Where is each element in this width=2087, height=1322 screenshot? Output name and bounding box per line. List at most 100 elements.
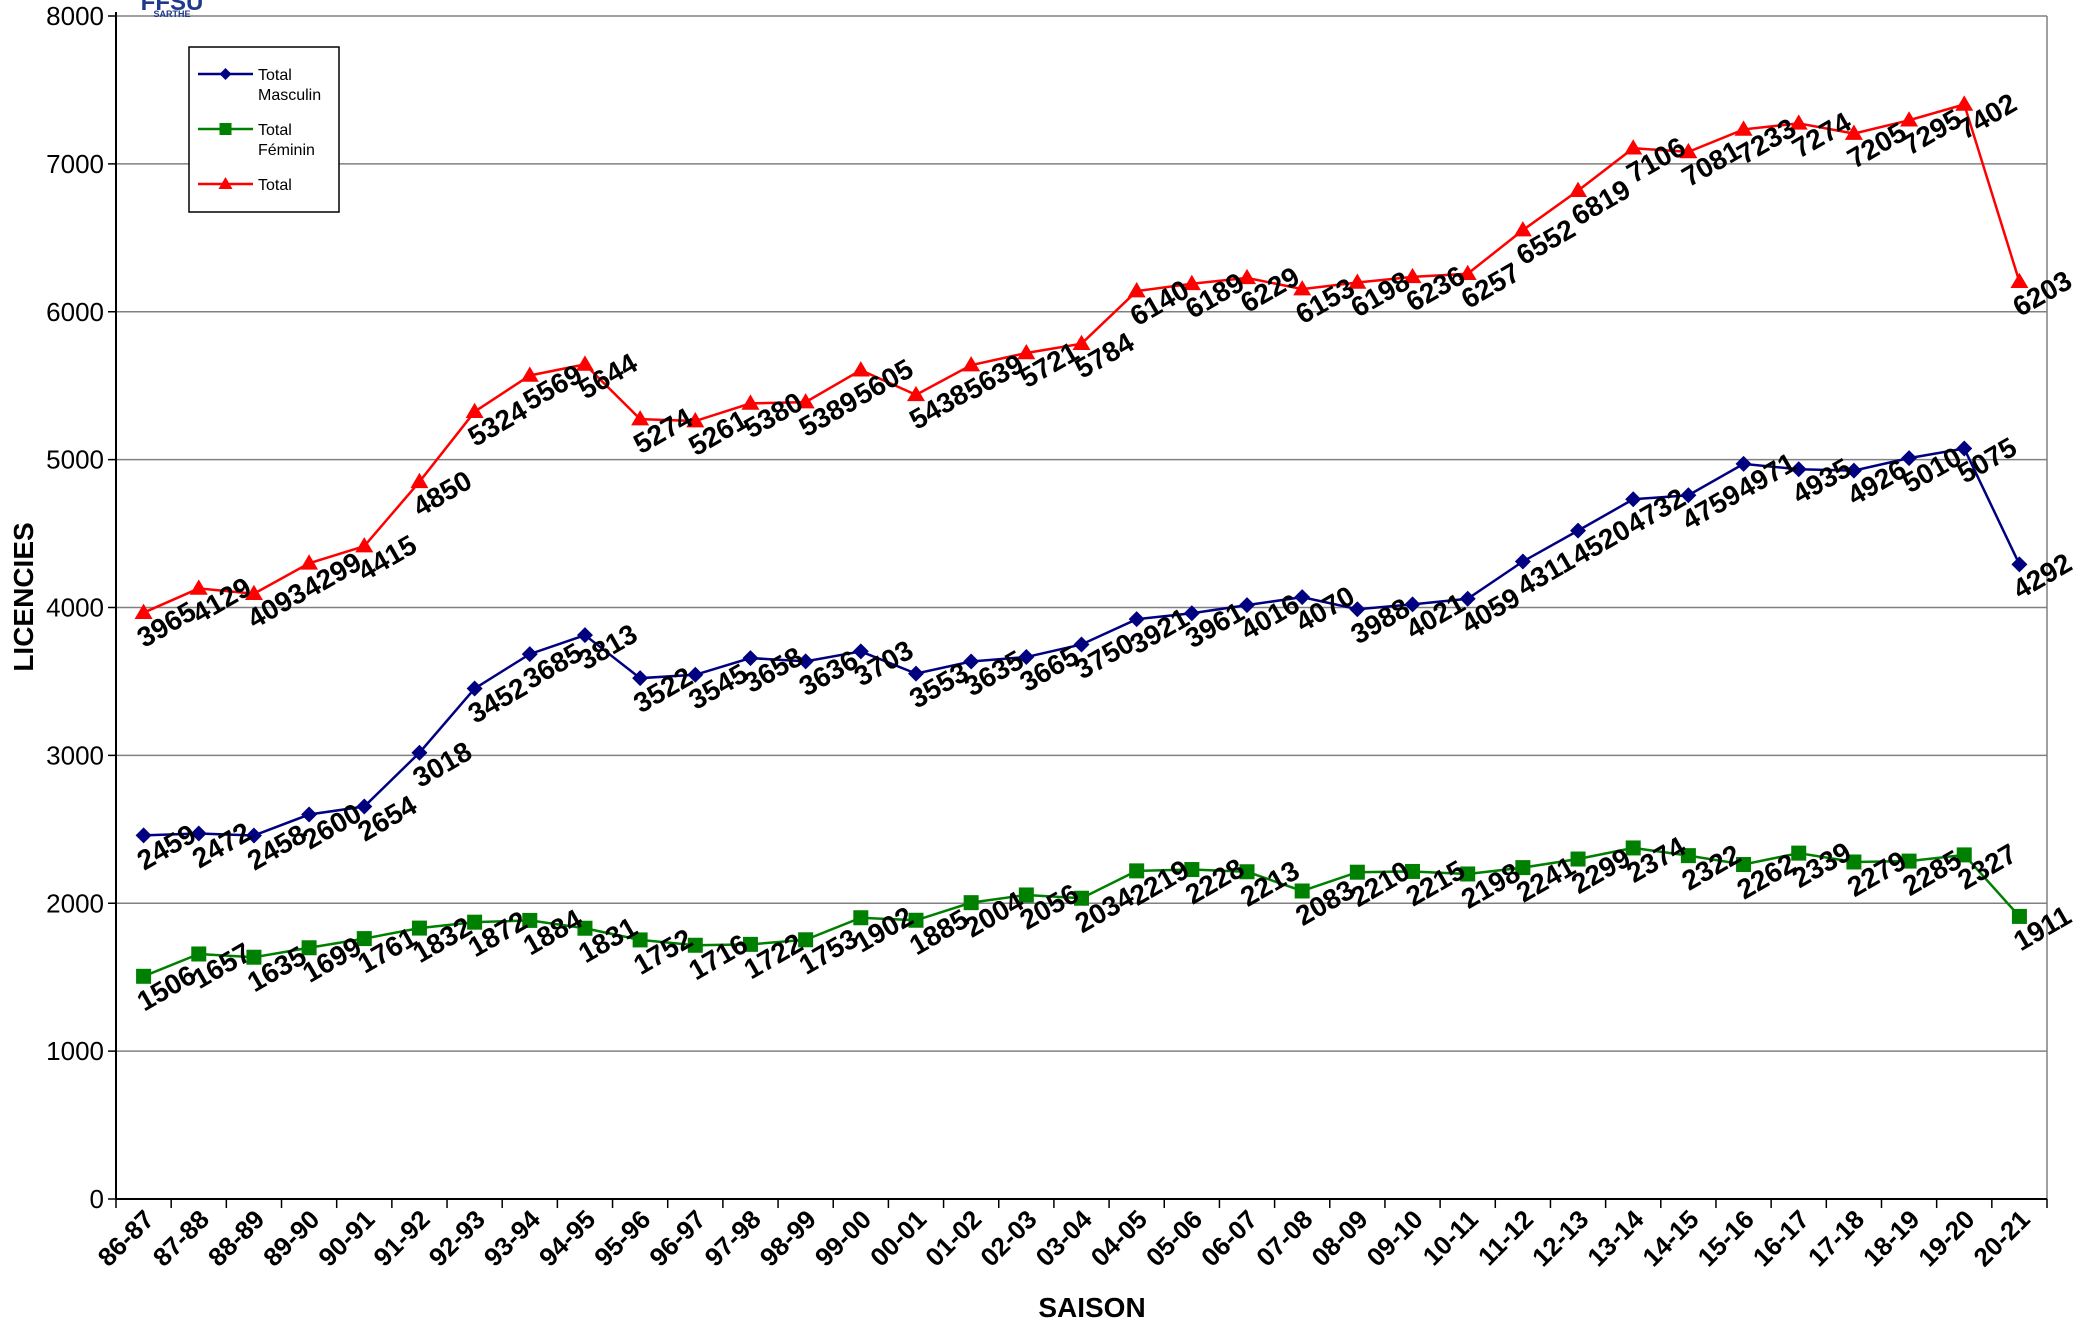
x-tick-label: 89-90 [257,1204,325,1272]
x-tick-label: 03-04 [1030,1204,1099,1273]
x-tick-label: 92-93 [423,1204,491,1272]
x-tick-label: 15-16 [1692,1204,1760,1272]
data-point-total [1182,274,1201,291]
data-label-masculin: 3452 [463,671,532,729]
gridlines [116,15,2048,1199]
data-label-masculin: 3545 [683,658,752,716]
data-label-masculin: 4935 [1787,452,1856,510]
data-point-masculin [632,670,649,687]
data-label-masculin: 2654 [352,789,422,847]
data-point-masculin [1514,553,1531,570]
data-point-masculin [852,643,869,660]
legend-items: Total Masculin Total Féminin Total [198,67,321,194]
data-point-total [1569,181,1588,197]
data-label-feminin: 1657 [187,937,256,995]
x-tick-label: 99-00 [809,1204,877,1272]
data-point-masculin [466,680,483,697]
x-tick-label: 00-01 [864,1204,932,1272]
x-tick-label: 86-87 [92,1204,160,1272]
data-label-feminin: 1902 [849,901,918,959]
series-lines [134,95,2029,984]
data-point-total [410,472,429,489]
data-point-total [1127,282,1146,298]
data-point-total [1789,114,1808,130]
x-tick-label: 10-11 [1417,1204,1484,1271]
data-label-total: 5274 [628,402,698,460]
data-label-total: 5639 [959,348,1028,406]
data-label-total: 7295 [1897,103,1966,161]
data-point-feminin [467,914,483,930]
data-point-total [1513,221,1532,237]
data-label-total: 5605 [849,353,918,411]
data-point-masculin [963,653,980,670]
data-point-masculin [521,646,538,663]
data-label-masculin: 4520 [1566,513,1635,571]
data-label-masculin: 3018 [408,735,477,793]
data-point-feminin [632,932,648,948]
data-point-total [1624,139,1643,155]
data-point-feminin [136,968,152,984]
data-label-total: 7106 [1621,131,1690,189]
data-point-masculin [301,806,318,823]
data-point-masculin [1845,462,1862,479]
x-tick-label: 98-99 [754,1204,822,1272]
data-point-total [1734,120,1753,136]
data-point-masculin [245,827,262,844]
data-label-masculin: 3665 [1014,640,1083,698]
data-label-total: 5324 [463,394,533,452]
data-point-masculin [1294,589,1311,606]
x-axis-title: SAISON [1038,1292,1145,1322]
data-point-total [1348,273,1367,289]
x-tick-label: 04-05 [1085,1204,1153,1272]
data-label-masculin: 4311 [1512,545,1580,602]
y-tick-label: 7000 [46,149,104,179]
data-point-masculin [1073,636,1090,653]
data-point-masculin [1128,611,1145,628]
data-point-feminin [1184,862,1200,878]
data-point-feminin [522,912,538,928]
data-point-feminin [1901,853,1917,869]
x-tick-label: 20-21 [1967,1204,2035,1272]
data-point-masculin [411,744,428,761]
legend: Total Masculin Total Féminin Total [188,46,340,213]
data-point-masculin [1459,590,1476,607]
data-point-total [962,356,981,372]
data-point-total [1072,334,1091,350]
x-tick-label: 88-89 [202,1204,270,1272]
data-point-feminin [577,920,593,936]
data-label-feminin: 1911 [2008,900,2076,957]
legend-label-masculin: Total Masculin [258,67,321,104]
data-point-total [465,402,484,419]
y-tick-label: 2000 [46,888,104,918]
y-axis-title: LICENCIES [8,522,39,671]
data-point-masculin [907,665,924,682]
x-tick-label: 97-98 [698,1204,766,1272]
data-point-total [1293,280,1312,296]
data-point-feminin [853,910,869,926]
data-label-total: 6257 [1456,257,1525,315]
data-point-total [796,393,815,409]
data-point-feminin [742,936,758,952]
data-point-masculin [797,653,814,670]
data-point-feminin [1736,857,1752,873]
data-point-feminin [1294,883,1310,899]
x-tick-label: 06-07 [1195,1204,1263,1272]
logo: FFSU SARTHE [141,0,204,19]
legend-marker-feminin [219,123,232,135]
x-tick-label: 18-19 [1857,1204,1925,1272]
x-tick-label: 93-94 [478,1204,547,1273]
data-point-feminin [1791,845,1807,861]
data-point-masculin [1239,597,1256,614]
y-tick-label: 8000 [46,1,104,31]
data-label-masculin: 3813 [573,618,642,676]
data-point-masculin [1349,601,1366,618]
data-label-masculin: 5075 [1952,431,2021,489]
data-point-masculin [576,627,593,644]
data-label-total: 4850 [408,465,477,523]
data-point-total [741,394,760,410]
x-tick-label: 02-03 [974,1204,1042,1272]
data-point-feminin [1129,863,1145,879]
data-point-feminin [2011,908,2027,924]
x-tick-label: 11-12 [1472,1204,1539,1271]
data-label-total: 6819 [1566,173,1635,231]
